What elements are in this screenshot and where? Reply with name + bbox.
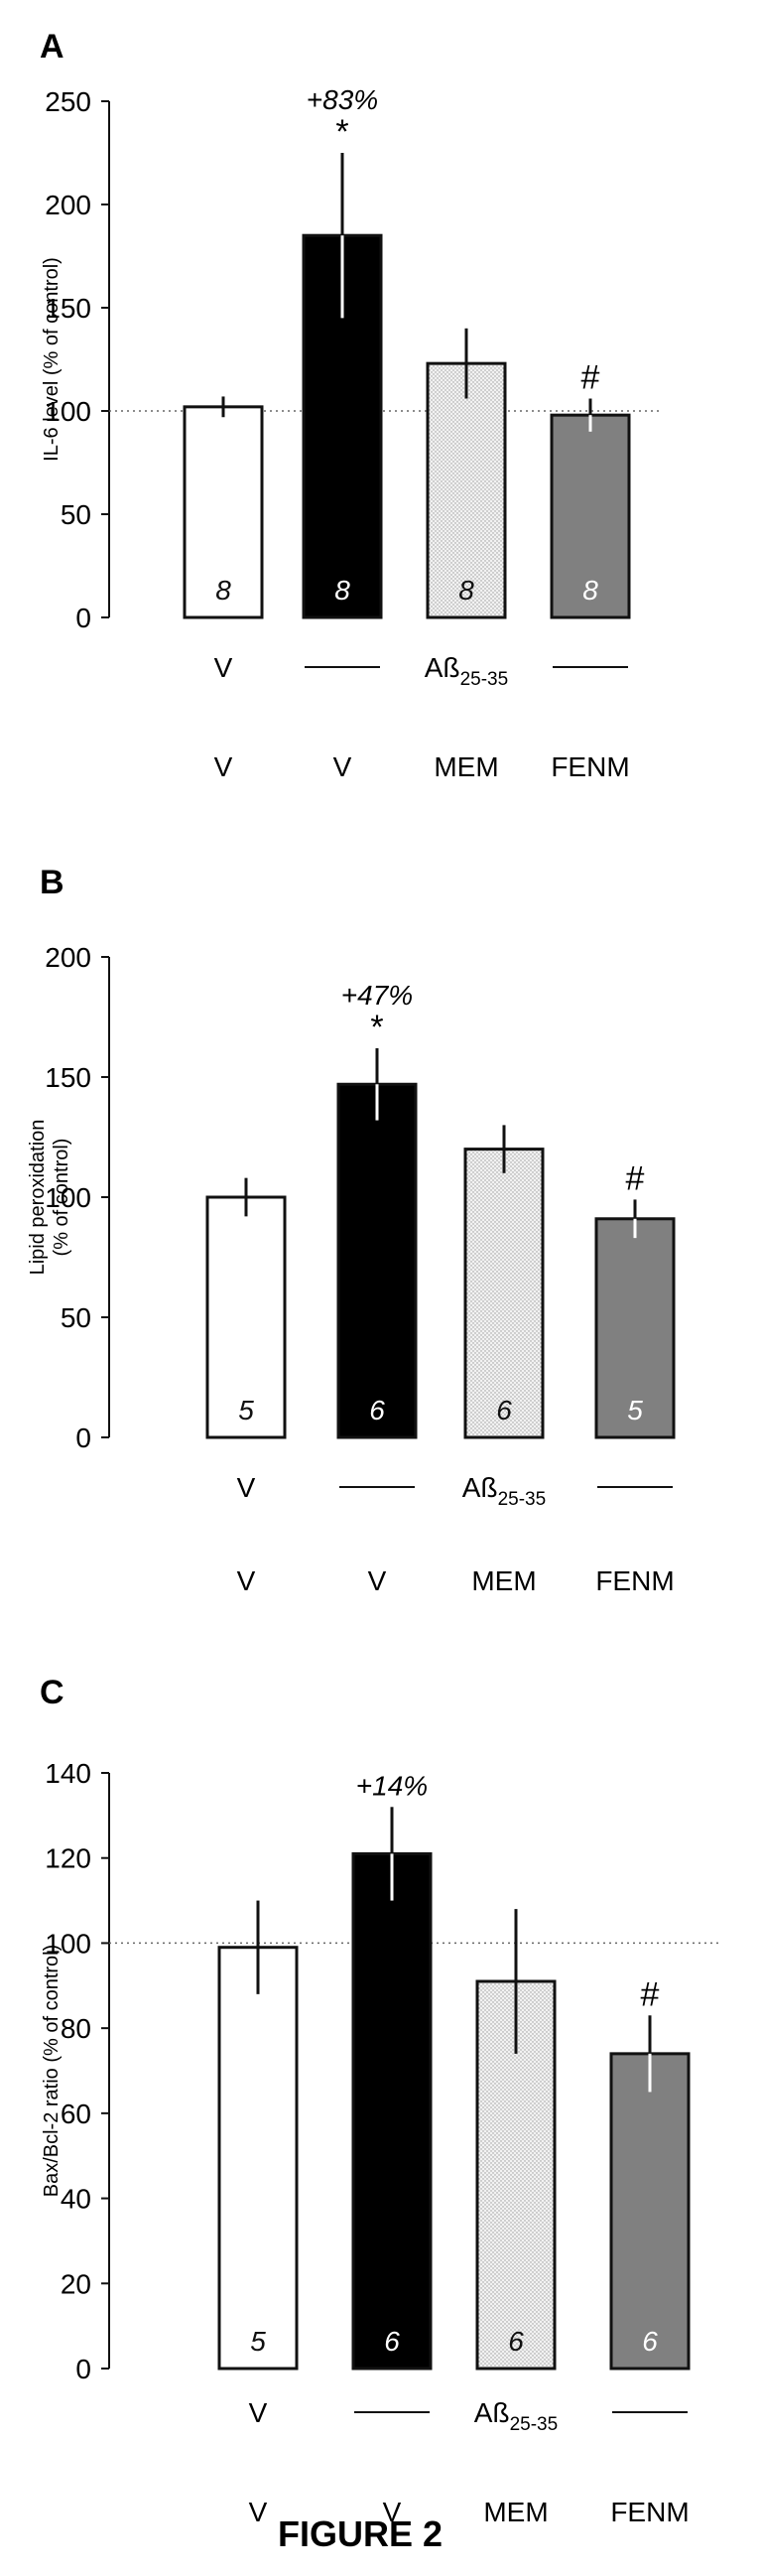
panel-c-tick-label: 40: [61, 2184, 91, 2215]
panel-b-category-label-3: MEM: [471, 1565, 536, 1596]
panel-a-treatment-label: Aß25-35: [425, 652, 508, 690]
panel-a-n-label-3: 8: [458, 575, 474, 606]
panel-b-n-label-2: 6: [369, 1395, 385, 1425]
panel-b-category-label-2: V: [368, 1565, 387, 1596]
panel-b-row1-vehicle: V: [237, 1472, 256, 1503]
panel-b-bar-1: [205, 1195, 287, 1439]
panel-b-tick-label: 50: [61, 1302, 91, 1333]
panel-b-significance-4: #: [626, 1159, 645, 1197]
panel-a-tick-label: 0: [75, 603, 91, 633]
panel-c-tick-label: 140: [45, 1758, 91, 1789]
panel-a-category-label-2: V: [333, 751, 352, 782]
panel-c-letter: C: [40, 1674, 64, 1711]
panel-c-category-label-1: V: [249, 2497, 268, 2527]
panel-b-tick-label: 100: [45, 1182, 91, 1213]
panel-a-row1-vehicle: V: [214, 652, 233, 683]
panel-a-bar-3: [426, 361, 507, 619]
panel-c-treatment-label: Aß25-35: [474, 2397, 558, 2435]
panel-a-significance-4: #: [581, 359, 600, 397]
panel-b-category-label-4: FENM: [595, 1565, 674, 1596]
panel-c-tick-label: 100: [45, 1928, 91, 1959]
panel-a-tick-label: 150: [45, 293, 91, 324]
panel-c-bar-4: [609, 2052, 691, 2371]
panel-b-tick-label: 200: [45, 942, 91, 973]
panel-a-y-axis-label: IL-6 level (% of control): [41, 257, 63, 462]
panel-c-row1-vehicle: V: [249, 2397, 268, 2428]
panel-a-n-label-4: 8: [582, 575, 598, 606]
panel-c-n-label-4: 6: [642, 2326, 658, 2357]
panel-b-bar-4: [594, 1217, 676, 1439]
panel-c-category-label-2: V: [383, 2497, 402, 2527]
panel-b-significance-2: *: [370, 1009, 383, 1046]
panel-c-n-label-1: 5: [250, 2326, 266, 2357]
panel-b-y-axis-label: Lipid peroxidation (% of control): [27, 1120, 72, 1276]
panel-a-tick-label: 50: [61, 499, 91, 530]
panel-a-category-label-3: MEM: [434, 751, 498, 782]
panel-b-bar-3: [463, 1148, 545, 1439]
panel-a-tick-label: 250: [45, 86, 91, 117]
panel-a-bar-4: [550, 413, 631, 619]
panel-b-annotation-2: +47%: [341, 980, 413, 1011]
panel-c-tick-label: 20: [61, 2268, 91, 2299]
panel-b-tick-label: 0: [75, 1423, 91, 1453]
panel-c-annotation-2: +14%: [356, 1770, 428, 1801]
panel-b-n-label-4: 5: [627, 1395, 643, 1425]
panel-c-y-axis-label: Bax/Bcl-2 ratio (% of control): [41, 1945, 63, 2198]
panel-a-bar-1: [183, 405, 264, 619]
panel-c-tick-label: 60: [61, 2099, 91, 2129]
panel-b-n-label-3: 6: [496, 1395, 512, 1425]
panel-b-tick-label: 150: [45, 1062, 91, 1093]
panel-a-category-label-1: V: [214, 751, 233, 782]
panel-b-treatment-label: Aß25-35: [462, 1472, 546, 1510]
panel-a-annotation-2: +83%: [307, 84, 378, 115]
panel-c-n-label-2: 6: [384, 2326, 400, 2357]
figure-title: FIGURE 2: [278, 2513, 443, 2554]
panel-c-category-label-3: MEM: [483, 2497, 548, 2527]
panel-c-tick-label: 0: [75, 2354, 91, 2384]
panel-a-tick-label: 200: [45, 190, 91, 220]
panel-a-significance-2: *: [335, 113, 348, 151]
panel-c-bar-1: [217, 1946, 299, 2371]
panel-c-tick-label: 120: [45, 1843, 91, 1874]
panel-c-category-label-4: FENM: [610, 2497, 689, 2527]
panel-a-category-label-4: FENM: [551, 751, 629, 782]
panel-a-tick-label: 100: [45, 396, 91, 427]
panel-c-n-label-3: 6: [508, 2326, 524, 2357]
panel-a-n-label-2: 8: [334, 575, 350, 606]
panel-b-n-label-1: 5: [238, 1395, 254, 1425]
panel-b-letter: B: [40, 864, 64, 901]
panel-a-letter: A: [40, 28, 64, 66]
panel-c-tick-label: 80: [61, 2013, 91, 2044]
panel-b-category-label-1: V: [237, 1565, 256, 1596]
panel-b-bar-2: [336, 1082, 418, 1439]
panel-c-significance-4: #: [641, 1975, 660, 2013]
panel-c-bar-2: [351, 1851, 433, 2371]
panel-a-n-label-1: 8: [215, 575, 231, 606]
